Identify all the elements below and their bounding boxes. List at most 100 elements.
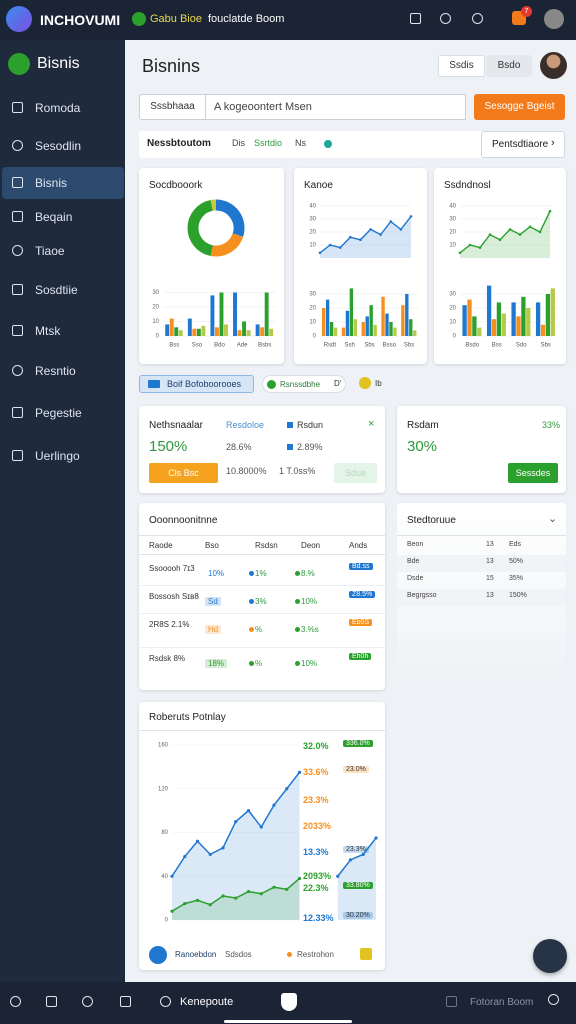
bar (472, 316, 477, 336)
icon (12, 211, 23, 222)
point (538, 230, 542, 234)
chart-card: Kanoe 10 20 30 40 0 10 20 30 Rsdt Ssh Sbs Bsso Sbs (294, 168, 427, 364)
y-tick-label: 20 (309, 230, 316, 236)
list-cell: 15 (486, 575, 494, 582)
kpi-secondary[interactable]: Sdue (334, 463, 377, 483)
bar (196, 328, 201, 336)
point (259, 892, 263, 896)
tab-more[interactable]: Pentsdtiaore (481, 131, 565, 158)
header-button[interactable]: Ssdis (438, 55, 485, 77)
bottom-label[interactable]: Kenepoute (180, 996, 234, 1008)
tab[interactable]: Nessbtoutom (147, 138, 211, 149)
y-tick-label: 80 (161, 830, 168, 836)
list-chevron[interactable]: ⌄ (548, 513, 558, 525)
list-cell: Beon (407, 541, 424, 548)
bottom-right[interactable]: Fotoran Boom (470, 997, 534, 1008)
avatar[interactable] (540, 52, 567, 79)
bar (501, 313, 506, 336)
profile-icon[interactable] (544, 9, 564, 29)
bar (264, 292, 269, 336)
chip[interactable]: Boif Bofoboorooes (139, 375, 254, 393)
x-tick-label: Sbs (364, 343, 374, 349)
bar (345, 310, 350, 336)
tab[interactable]: Ns (295, 138, 306, 148)
icon (12, 177, 23, 188)
point (409, 215, 413, 218)
nav-label: Uerlingo (35, 449, 80, 463)
table-cell: 18% (205, 659, 228, 668)
chip[interactable]: Rsnssdbhe (262, 375, 346, 393)
bar (409, 319, 413, 336)
center-icon[interactable] (281, 993, 297, 1011)
table-cell: Bossosh Sɪʙ8 (149, 592, 199, 601)
y-tick-label: 0 (453, 334, 457, 340)
point (272, 885, 276, 889)
list-cell: 150% (509, 592, 527, 599)
point (338, 246, 342, 249)
kpi-title: Rsdam (407, 420, 439, 431)
table-tag: Bd.ss (349, 563, 373, 570)
icon (12, 140, 23, 151)
bar (321, 308, 326, 336)
point (468, 243, 472, 247)
kpi-close[interactable]: × (368, 418, 375, 430)
header-button[interactable]: Bsdo (486, 55, 532, 77)
list-cell: Dsde (407, 575, 424, 582)
table-card: Ooonnoonitnne Raode Bso Rsdsn Deon Ands Ssoooo… (139, 503, 385, 690)
nav-item[interactable]: Romoda (2, 92, 124, 124)
bar (369, 305, 373, 336)
nav-item[interactable]: Resntio (2, 355, 124, 387)
table-cell: 10% (208, 569, 225, 578)
table-cell: 3.%s (301, 625, 319, 634)
tab[interactable]: Ssrtdio (254, 138, 283, 148)
bar (353, 319, 358, 336)
page-title: Bisnins (142, 56, 201, 76)
chip-label: D' (334, 379, 342, 388)
nav-item[interactable]: Uerlingo (2, 440, 124, 472)
point (195, 839, 200, 843)
nav-item[interactable]: Pegestie (2, 397, 124, 429)
y-tick-label: 20 (449, 230, 456, 236)
search-input[interactable]: A kogeoontert Msen (206, 94, 466, 120)
y-tick-label: 30 (309, 292, 316, 298)
nav-item[interactable]: Bisnis (2, 167, 124, 199)
kpi-button[interactable]: Cls Bsc (149, 463, 218, 483)
kpi-button[interactable]: Sessdes (508, 463, 558, 483)
point (297, 770, 302, 774)
point (478, 246, 482, 249)
bar (341, 327, 346, 336)
bar (201, 325, 206, 336)
point (328, 243, 332, 247)
point (399, 228, 403, 231)
side-label: 32.0% (303, 741, 329, 751)
nav-item[interactable]: Tiaoe (2, 235, 124, 267)
list-card: Stedtoruue ⌄ Beon 13 Eds Bde 13 50% Dsde 15 35% Beg… (397, 503, 566, 693)
nav-label: Mtsk (35, 324, 61, 338)
bar (333, 327, 338, 336)
search-action[interactable]: Sesogge Bgeist (474, 94, 565, 120)
kpi-sub-icon (287, 422, 293, 428)
nav-item[interactable]: Beqain (2, 201, 124, 233)
nav-item[interactable]: Sesodlin (2, 130, 124, 162)
kpi-sub-value: 28.6% (226, 442, 252, 452)
kpi-sub-label: Resdoloe (226, 420, 265, 430)
icon (548, 994, 559, 1005)
point (234, 819, 238, 824)
bar (550, 288, 555, 336)
icon (12, 325, 23, 336)
nav-label: Sosdtiie (35, 283, 78, 297)
y-tick-label: 40 (449, 204, 456, 210)
point (259, 825, 263, 829)
search-button[interactable]: Sssbhaaa (139, 94, 206, 120)
chip-dot[interactable] (359, 377, 371, 389)
cell-dot (249, 661, 254, 666)
legend-icon (360, 948, 372, 960)
trend-title: Roberuts Potnlay (149, 712, 226, 723)
tab[interactable]: Dis (232, 138, 245, 148)
side-label: 22.3% (303, 883, 329, 893)
bar (373, 324, 377, 336)
nav-item[interactable]: Mtsk (2, 315, 124, 347)
nav-item[interactable]: Sosdtiie (2, 274, 124, 306)
fab[interactable] (533, 939, 567, 973)
